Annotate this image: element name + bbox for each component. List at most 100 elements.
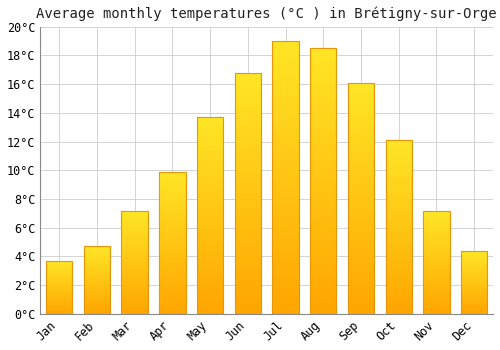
Bar <box>461 262 487 263</box>
Bar <box>122 241 148 244</box>
Bar <box>46 287 72 288</box>
Bar <box>234 131 261 135</box>
Bar <box>310 160 336 165</box>
Bar <box>84 256 110 257</box>
Bar <box>424 287 450 289</box>
Bar <box>310 64 336 70</box>
Bar <box>197 172 224 176</box>
Bar <box>272 221 299 226</box>
Bar <box>234 271 261 275</box>
Bar <box>197 302 224 306</box>
Bar <box>348 217 374 222</box>
Bar <box>424 246 450 248</box>
Bar <box>197 216 224 219</box>
Bar <box>122 237 148 239</box>
Bar <box>234 237 261 242</box>
Bar <box>310 298 336 303</box>
Bar <box>159 266 186 268</box>
Bar <box>310 122 336 128</box>
Bar <box>122 260 148 262</box>
Bar <box>159 175 186 177</box>
Bar <box>272 79 299 85</box>
Bar <box>122 275 148 277</box>
Bar <box>84 307 110 308</box>
Bar <box>386 276 412 279</box>
Bar <box>461 276 487 277</box>
Bar <box>310 192 336 197</box>
Bar <box>159 257 186 260</box>
Bar <box>461 260 487 261</box>
Bar <box>424 225 450 227</box>
Bar <box>424 285 450 287</box>
Bar <box>84 248 110 249</box>
Bar <box>310 144 336 149</box>
Bar <box>197 294 224 298</box>
Bar <box>46 271 72 272</box>
Bar <box>386 199 412 203</box>
Bar <box>197 279 224 282</box>
Bar <box>386 237 412 241</box>
Bar <box>272 188 299 194</box>
Bar <box>234 73 261 314</box>
Bar <box>386 206 412 210</box>
Bar <box>386 213 412 217</box>
Bar <box>84 264 110 265</box>
Bar <box>348 147 374 152</box>
Bar <box>234 140 261 145</box>
Bar <box>159 288 186 291</box>
Bar <box>122 211 148 212</box>
Bar <box>84 291 110 292</box>
Bar <box>348 184 374 189</box>
Bar <box>386 217 412 220</box>
Bar <box>46 293 72 294</box>
Bar <box>272 90 299 96</box>
Bar <box>197 204 224 208</box>
Bar <box>348 180 374 184</box>
Bar <box>159 200 186 203</box>
Bar <box>310 165 336 170</box>
Bar <box>84 292 110 294</box>
Bar <box>84 313 110 314</box>
Bar <box>272 254 299 259</box>
Bar <box>84 270 110 271</box>
Bar <box>84 267 110 268</box>
Bar <box>310 277 336 282</box>
Bar <box>84 308 110 310</box>
Bar <box>234 164 261 169</box>
Bar <box>348 92 374 97</box>
Bar <box>424 266 450 268</box>
Bar <box>386 255 412 258</box>
Bar <box>46 298 72 299</box>
Bar <box>461 281 487 282</box>
Bar <box>122 291 148 293</box>
Bar <box>461 294 487 295</box>
Bar <box>272 243 299 248</box>
Bar <box>348 272 374 277</box>
Bar <box>197 274 224 279</box>
Bar <box>310 181 336 187</box>
Bar <box>461 263 487 265</box>
Bar <box>386 251 412 255</box>
Bar <box>424 279 450 281</box>
Bar <box>159 243 186 246</box>
Bar <box>46 304 72 306</box>
Bar <box>272 259 299 265</box>
Bar <box>310 48 336 54</box>
Bar <box>310 91 336 96</box>
Bar <box>46 279 72 280</box>
Bar <box>122 227 148 229</box>
Bar <box>461 304 487 305</box>
Bar <box>122 211 148 314</box>
Bar <box>272 292 299 298</box>
Bar <box>234 290 261 295</box>
Bar <box>234 280 261 285</box>
Bar <box>272 238 299 243</box>
Bar <box>310 239 336 245</box>
Bar <box>310 234 336 239</box>
Bar <box>84 246 110 248</box>
Bar <box>159 220 186 223</box>
Bar <box>310 282 336 287</box>
Bar <box>272 74 299 79</box>
Bar <box>461 253 487 254</box>
Bar <box>424 289 450 291</box>
